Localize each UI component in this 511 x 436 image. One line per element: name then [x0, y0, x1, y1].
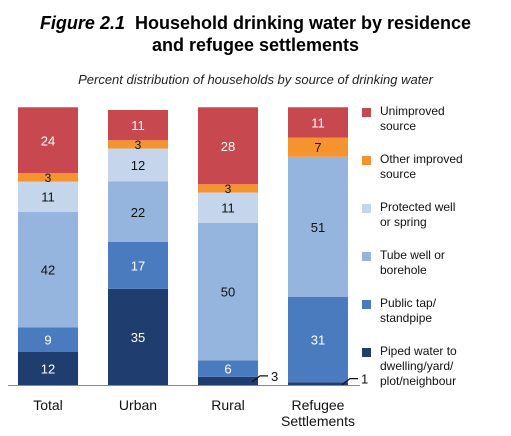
data-label: 11 [131, 118, 145, 133]
bar-segment-unimproved [108, 110, 168, 141]
data-label: 6 [224, 362, 231, 377]
legend-swatch [362, 204, 371, 213]
chart-subtitle: Percent distribution of households by so… [78, 72, 433, 87]
data-label: 24 [41, 133, 55, 148]
legend-swatch [362, 300, 371, 309]
legend-label: Protected well or spring [380, 200, 456, 229]
bar-segment-tube-well [198, 222, 258, 361]
data-label: 28 [221, 139, 235, 154]
bar-segment-protected-well [198, 192, 258, 223]
x-tick-label: Total [33, 397, 63, 413]
legend-swatch [362, 252, 371, 261]
bar-segment-tube-well [288, 156, 348, 297]
x-tick-label: Rural [211, 397, 244, 413]
callout-leader-line [251, 375, 268, 383]
figure-title-line2: and refugee settlements [151, 35, 360, 55]
x-tick-label: Settlements [281, 413, 355, 429]
bar-segment-tube-well [108, 181, 168, 242]
data-label: 3 [45, 171, 52, 185]
data-label: 11 [221, 201, 235, 216]
data-label: 51 [311, 220, 325, 235]
data-label: 7 [314, 140, 321, 155]
data-label: 50 [221, 285, 235, 300]
legend-label: Tube well or borehole [380, 248, 445, 277]
data-label: 22 [131, 205, 145, 220]
legend-label: Piped water to dwelling/yard/plot/neighbo… [380, 344, 457, 388]
bar-segment-tube-well [18, 211, 78, 328]
data-label: 3 [135, 138, 142, 152]
legend-swatch [362, 108, 371, 117]
legend-label: Other improved source [380, 152, 463, 181]
data-label: 11 [41, 190, 55, 205]
bar-segment-unimproved [288, 107, 348, 138]
data-label: 42 [41, 263, 55, 278]
figure-title-line1: Figure 2.1 Household drinking water by r… [0, 12, 511, 34]
legend-swatch [362, 156, 371, 165]
bar-segment-piped [288, 382, 348, 385]
callout-label: 1 [361, 372, 368, 387]
data-label: 3 [225, 182, 232, 196]
bar-segment-other-improved [18, 173, 78, 182]
x-tick-label: Refugee [292, 397, 345, 413]
legend-label: Public tap/standpipe [380, 296, 437, 325]
x-tick-label: Urban [119, 397, 157, 413]
figure-title-text: Household drinking water by residence [134, 13, 472, 33]
figure-number: Figure 2.1 [39, 13, 125, 33]
data-label: 35 [131, 330, 145, 345]
callout-label: 3 [271, 369, 278, 384]
legend-swatch [362, 348, 371, 357]
data-label: 12 [41, 362, 55, 377]
callout-leader-line [341, 378, 358, 386]
data-label: 9 [44, 333, 51, 348]
bar-segment-piped [108, 288, 168, 385]
data-label: 11 [311, 115, 325, 130]
bar-segment-public-tap [288, 297, 348, 383]
bar-segment-unimproved [198, 107, 258, 185]
bar-segment-protected-well [18, 181, 78, 212]
legend-label: Unimproved source [380, 104, 445, 133]
data-label: 31 [311, 333, 325, 348]
data-label: 17 [131, 258, 145, 273]
bar-segment-unimproved [18, 107, 78, 174]
bar-segment-public-tap [18, 327, 78, 352]
bar-segment-other-improved [288, 137, 348, 157]
bar-segment-other-improved [198, 184, 258, 193]
bar-segment-public-tap [198, 360, 258, 377]
bar-segment-piped [18, 352, 78, 385]
data-label: 12 [131, 158, 145, 173]
bar-segment-piped [198, 376, 258, 385]
bar-segment-protected-well [108, 148, 168, 182]
bar-segment-other-improved [108, 140, 168, 149]
bar-segment-public-tap [108, 242, 168, 289]
